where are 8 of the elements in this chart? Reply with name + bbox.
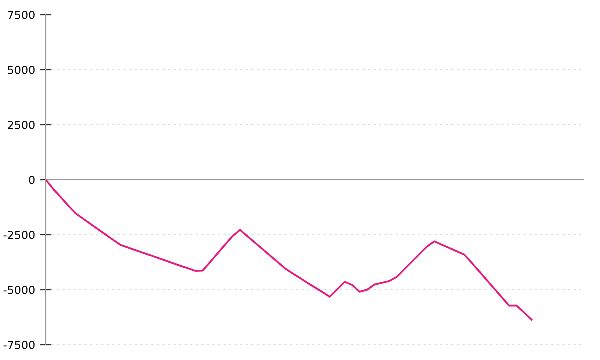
y-tick-label: -7500 [4,340,35,350]
y-tick-label: 7500 [8,10,35,20]
y-tick-label: -2500 [4,230,35,240]
y-tick-label: 0 [29,176,35,184]
line-series [46,179,533,321]
y-tick-label: 5000 [8,66,35,74]
y-tick-label: 2500 [8,120,35,130]
y-tick-label: -5000 [4,286,35,294]
